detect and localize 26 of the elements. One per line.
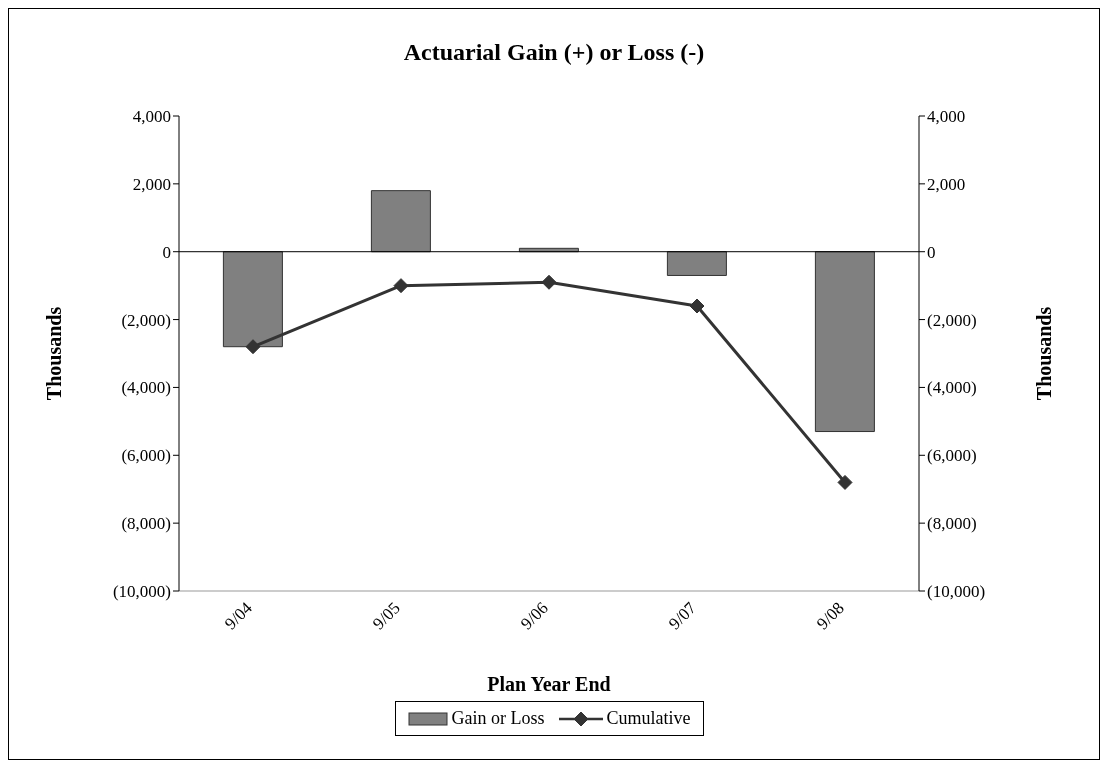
y2-tick-label: 4,000 — [927, 107, 966, 127]
x-tick-label: 9/06 — [517, 598, 552, 634]
y2-tick-label: (4,000) — [927, 378, 977, 398]
legend-label: Cumulative — [606, 708, 691, 729]
y2-tick-label: 2,000 — [927, 174, 966, 194]
y-axis-title: Thousands — [43, 306, 66, 401]
y2-tick-label: 0 — [927, 242, 936, 262]
y-tick-label: (8,000) — [121, 514, 171, 534]
x-tick-label: 9/05 — [369, 598, 404, 634]
y-tick-label: 4,000 — [132, 107, 171, 127]
y-tick-label: (2,000) — [121, 310, 171, 330]
x-tick-label: 9/04 — [221, 598, 257, 634]
y-tick-label: (4,000) — [121, 378, 171, 398]
chart-title: Actuarial Gain (+) or Loss (-) — [402, 39, 706, 66]
y2-tick-label: (10,000) — [927, 582, 986, 602]
y2-tick-label: (8,000) — [927, 514, 977, 534]
y-tick-label: 2,000 — [132, 174, 171, 194]
x-tick-label: 9/08 — [813, 598, 848, 634]
y2-tick-label: (6,000) — [927, 446, 977, 466]
y2-axis-title: Thousands — [1033, 306, 1056, 401]
legend-label: Gain or Loss — [451, 708, 545, 729]
y-tick-label: (6,000) — [121, 446, 171, 466]
y-tick-label: 0 — [162, 242, 171, 262]
y2-tick-label: (2,000) — [927, 310, 977, 330]
y-tick-label: (10,000) — [112, 582, 171, 602]
x-axis-title: Plan Year End — [487, 673, 611, 695]
